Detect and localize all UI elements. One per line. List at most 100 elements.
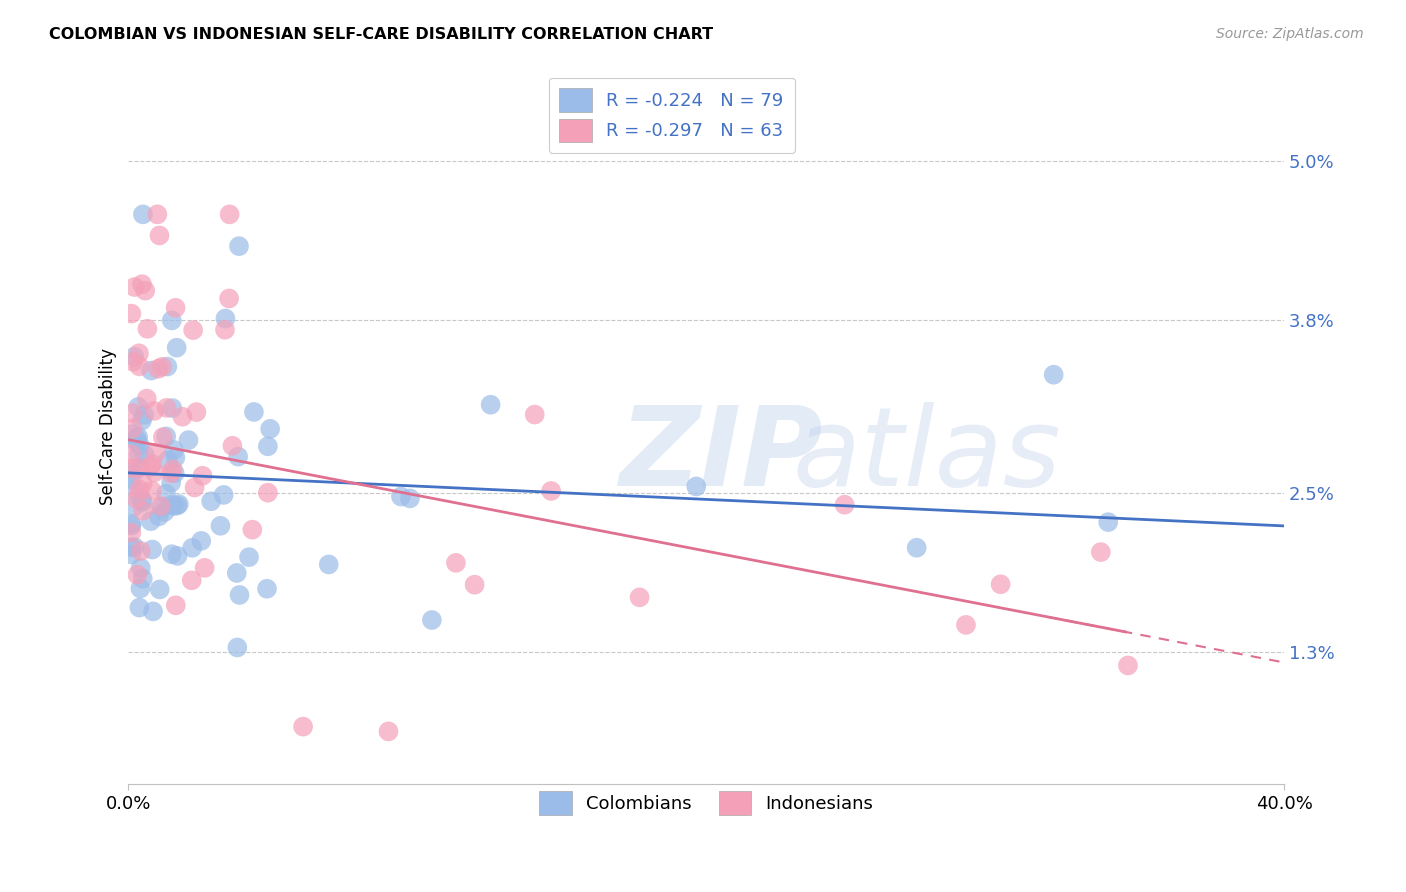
Point <box>257 485 280 500</box>
Point <box>150 500 173 515</box>
Point <box>834 498 856 512</box>
Point <box>127 567 149 582</box>
Point <box>221 439 243 453</box>
Point <box>129 582 152 596</box>
Point <box>318 558 340 572</box>
Point <box>180 574 202 588</box>
Point <box>139 514 162 528</box>
Point <box>240 523 263 537</box>
Point <box>1116 658 1139 673</box>
Point <box>685 479 707 493</box>
Point <box>172 409 194 424</box>
Point <box>540 483 562 498</box>
Point <box>181 541 204 555</box>
Point <box>121 472 143 486</box>
Point <box>1042 368 1064 382</box>
Point <box>152 430 174 444</box>
Point <box>163 443 186 458</box>
Point <box>142 604 165 618</box>
Point <box>120 447 142 461</box>
Point <box>132 504 155 518</box>
Point <box>128 346 150 360</box>
Point <box>148 228 170 243</box>
Point <box>209 518 232 533</box>
Point <box>990 577 1012 591</box>
Point <box>128 600 150 615</box>
Point <box>166 499 188 513</box>
Point <box>259 422 281 436</box>
Point <box>128 438 150 452</box>
Point <box>122 355 145 369</box>
Point <box>200 494 222 508</box>
Point <box>132 572 155 586</box>
Point <box>145 445 167 459</box>
Point <box>218 292 240 306</box>
Point <box>166 549 188 563</box>
Point <box>131 493 153 508</box>
Point <box>464 577 486 591</box>
Point <box>226 640 249 655</box>
Point <box>132 495 155 509</box>
Point <box>183 481 205 495</box>
Point <box>122 350 145 364</box>
Point <box>149 499 172 513</box>
Point <box>256 582 278 596</box>
Point <box>167 497 190 511</box>
Point <box>128 448 150 462</box>
Text: atlas: atlas <box>793 401 1062 508</box>
Text: Source: ZipAtlas.com: Source: ZipAtlas.com <box>1216 27 1364 41</box>
Point <box>128 461 150 475</box>
Point <box>156 453 179 467</box>
Point <box>955 618 977 632</box>
Point <box>121 518 143 533</box>
Point <box>212 488 235 502</box>
Point <box>162 401 184 415</box>
Point <box>225 566 247 580</box>
Point <box>228 588 250 602</box>
Point <box>163 467 186 481</box>
Point <box>238 550 260 565</box>
Point <box>128 483 150 497</box>
Point <box>141 483 163 498</box>
Point <box>125 491 148 506</box>
Point <box>124 280 146 294</box>
Point <box>121 422 143 436</box>
Point <box>143 466 166 480</box>
Point <box>120 516 142 531</box>
Point <box>135 392 157 406</box>
Point <box>120 548 142 562</box>
Point <box>166 341 188 355</box>
Legend: Colombians, Indonesians: Colombians, Indonesians <box>529 780 884 825</box>
Point <box>149 582 172 597</box>
Point <box>186 405 208 419</box>
Point <box>134 408 156 422</box>
Point <box>160 547 183 561</box>
Point <box>218 207 240 221</box>
Point <box>131 277 153 292</box>
Point <box>160 313 183 327</box>
Point <box>389 490 412 504</box>
Point <box>1090 545 1112 559</box>
Point <box>292 720 315 734</box>
Point <box>150 359 173 374</box>
Point <box>122 406 145 420</box>
Point <box>120 427 142 442</box>
Point <box>523 408 546 422</box>
Point <box>120 465 142 479</box>
Point <box>129 561 152 575</box>
Point <box>181 323 204 337</box>
Point <box>129 544 152 558</box>
Point <box>243 405 266 419</box>
Point <box>120 307 142 321</box>
Point <box>160 498 183 512</box>
Point <box>132 207 155 221</box>
Point <box>214 311 236 326</box>
Point <box>156 359 179 374</box>
Point <box>134 284 156 298</box>
Point <box>190 533 212 548</box>
Point <box>160 475 183 490</box>
Point <box>128 460 150 475</box>
Point <box>377 724 399 739</box>
Point <box>148 509 170 524</box>
Point <box>120 541 142 555</box>
